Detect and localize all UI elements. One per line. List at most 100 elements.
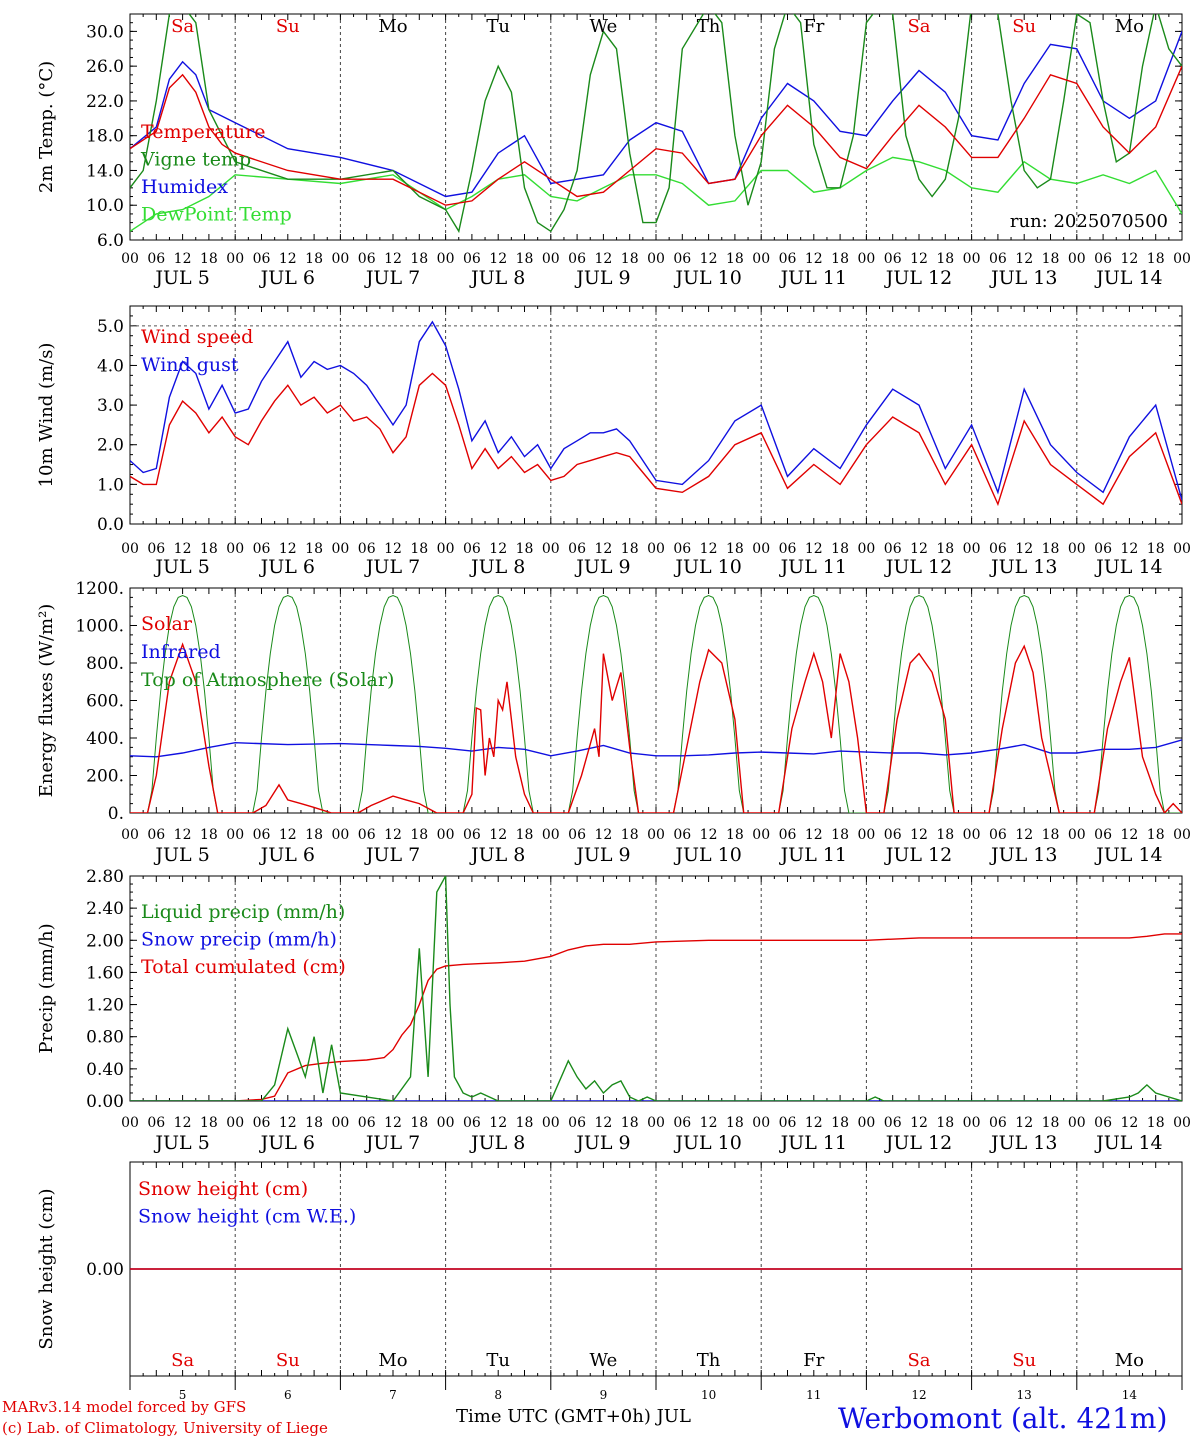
hour-tick-label: 18 (410, 827, 428, 843)
hour-tick-label: 06 (989, 1115, 1007, 1131)
hour-tick-label: 18 (726, 1115, 744, 1131)
model-credit: MARv3.14 model forced by GFS (2, 1398, 247, 1416)
legend-entry: Liquid precip (mm/h) (141, 901, 345, 923)
hour-tick-label: 00 (647, 1115, 665, 1131)
y-tick-label: 1200. (75, 579, 124, 599)
hour-tick-label: 12 (910, 827, 928, 843)
hour-tick-label: 12 (279, 251, 297, 267)
hour-tick-label: 06 (779, 827, 797, 843)
y-tick-label: 0.00 (86, 1092, 124, 1112)
hour-tick-label: 12 (1015, 541, 1033, 557)
y-tick-label: 4.0 (97, 356, 124, 376)
hour-tick-label: 12 (700, 1115, 718, 1131)
hour-tick-label: 12 (700, 251, 718, 267)
hour-tick-label: 12 (1015, 251, 1033, 267)
date-label: JUL 6 (259, 556, 315, 578)
hour-tick-label: 12 (384, 251, 402, 267)
hour-tick-label: 12 (805, 251, 823, 267)
hour-tick-label: 18 (516, 827, 534, 843)
hour-tick-label: 00 (331, 827, 349, 843)
panel-frame (129, 587, 1183, 814)
hour-tick-label: 18 (1147, 827, 1165, 843)
y-tick-label: 0.0 (97, 515, 124, 535)
date-label: JUL 13 (989, 267, 1057, 289)
date-label: JUL 9 (574, 556, 630, 578)
hour-tick-label: 06 (1094, 251, 1112, 267)
hour-tick-label: 18 (621, 541, 639, 557)
hour-tick-label: 18 (516, 251, 534, 267)
hour-tick-label: 12 (910, 541, 928, 557)
hour-tick-label: 00 (1068, 541, 1086, 557)
hour-tick-label: 18 (936, 541, 954, 557)
run-label: run: 2025070500 (1010, 211, 1168, 232)
y-tick-label: 2.0 (97, 436, 124, 456)
hour-tick-label: 18 (305, 541, 323, 557)
date-label: JUL 13 (989, 1132, 1057, 1154)
hour-tick-label: 12 (1015, 827, 1033, 843)
hour-tick-label: 06 (1094, 1115, 1112, 1131)
hour-tick-label: 00 (331, 1115, 349, 1131)
hour-tick-label: 00 (542, 541, 560, 557)
weekday-label: Sa (907, 1350, 930, 1371)
hour-tick-label: 12 (910, 1115, 928, 1131)
hour-tick-label: 12 (384, 1115, 402, 1131)
lab-credit: (c) Lab. of Climatology, University of L… (2, 1419, 328, 1437)
hour-tick-label: 18 (621, 827, 639, 843)
hour-tick-label: 00 (752, 541, 770, 557)
y-tick-label: 26.0 (86, 57, 124, 77)
date-label: JUL 8 (469, 844, 525, 866)
date-label: JUL 5 (153, 556, 209, 578)
legend-entry: Top of Atmosphere (Solar) (141, 669, 394, 691)
hour-tick-label: 06 (779, 541, 797, 557)
hour-tick-label: 00 (963, 541, 981, 557)
hour-tick-label: 18 (200, 827, 218, 843)
hour-tick-label: 06 (884, 1115, 902, 1131)
hour-tick-label: 18 (1042, 1115, 1060, 1131)
hour-tick-label: 18 (831, 251, 849, 267)
hour-tick-label: 12 (174, 251, 192, 267)
hour-tick-label: 06 (463, 1115, 481, 1131)
y-axis-label: Energy fluxes (W/m²) (36, 604, 57, 798)
date-label: JUL 9 (574, 1132, 630, 1154)
y-tick-label: 1.20 (86, 996, 124, 1016)
hour-tick-label: 00 (121, 827, 139, 843)
hour-tick-label: 18 (200, 541, 218, 557)
hour-tick-label: 06 (989, 827, 1007, 843)
hour-tick-label: 06 (568, 827, 586, 843)
date-label: JUL 10 (673, 844, 741, 866)
day-number-label: 7 (389, 1388, 397, 1402)
hour-tick-label: 18 (305, 827, 323, 843)
legend-entry: DewPoint Temp (141, 204, 292, 226)
day-number-label: 6 (284, 1388, 292, 1402)
y-tick-label: 30.0 (86, 22, 124, 42)
date-label: JUL 7 (364, 556, 420, 578)
hour-tick-label: 18 (305, 1115, 323, 1131)
weekday-label: Fr (803, 16, 824, 37)
hour-tick-label: 06 (253, 1115, 271, 1131)
y-tick-label: 3.0 (97, 396, 124, 416)
hour-tick-label: 18 (410, 251, 428, 267)
hour-tick-label: 06 (989, 251, 1007, 267)
hour-tick-label: 00 (1173, 827, 1191, 843)
hour-tick-label: 00 (1068, 827, 1086, 843)
date-label: JUL 10 (673, 1132, 741, 1154)
hour-tick-label: 12 (1015, 1115, 1033, 1131)
y-tick-label: 22.0 (86, 92, 124, 112)
hour-tick-label: 18 (410, 1115, 428, 1131)
hour-tick-label: 00 (1068, 1115, 1086, 1131)
y-tick-label: 0.00 (86, 1260, 124, 1280)
hour-tick-label: 00 (752, 251, 770, 267)
hour-tick-label: 18 (1147, 541, 1165, 557)
hour-tick-label: 12 (279, 827, 297, 843)
x-axis-title: Time UTC (GMT+0h) JUL (456, 1406, 691, 1427)
y-tick-label: 0.40 (86, 1060, 124, 1080)
hour-tick-label: 12 (1120, 541, 1138, 557)
day-number-label: 11 (806, 1388, 821, 1402)
date-label: JUL 12 (884, 267, 952, 289)
date-label: JUL 11 (779, 267, 847, 289)
legend-entry: Wind speed (141, 326, 253, 348)
weekday-label: Su (276, 1350, 300, 1371)
y-axis-label: Precip (mm/h) (36, 923, 57, 1053)
hour-tick-label: 00 (857, 827, 875, 843)
